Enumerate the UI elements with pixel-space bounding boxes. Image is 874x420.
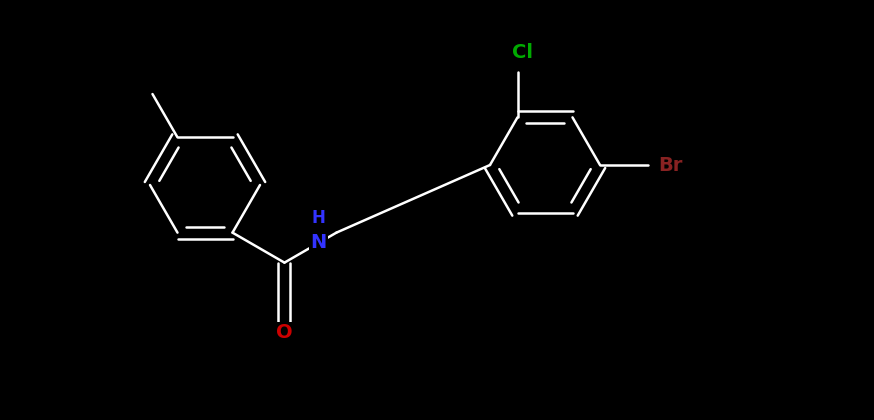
Text: Br: Br <box>658 155 683 174</box>
Text: Cl: Cl <box>512 43 533 62</box>
Text: O: O <box>276 323 293 342</box>
Text: H: H <box>311 209 325 227</box>
Text: N: N <box>310 233 327 252</box>
